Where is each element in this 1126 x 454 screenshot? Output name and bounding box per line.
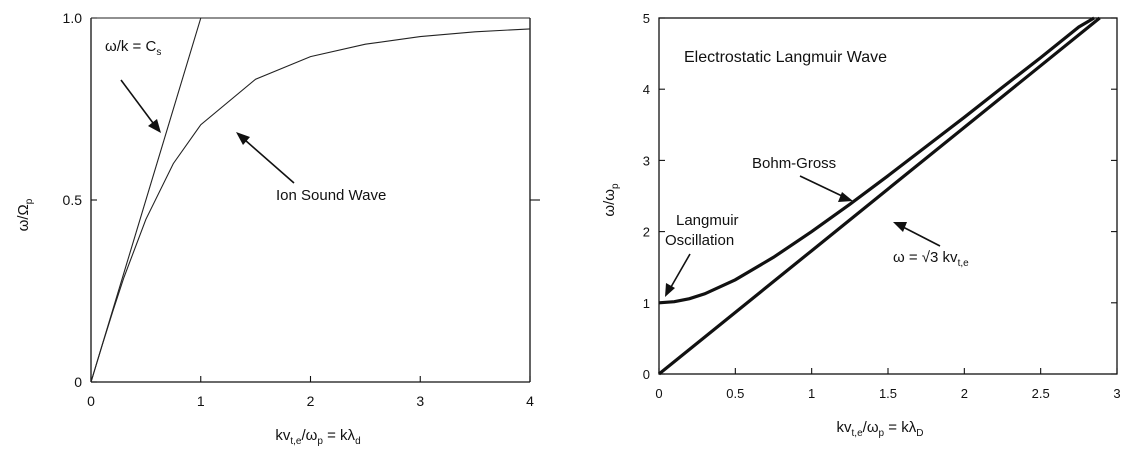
annotation-bohm-gross: Bohm-Gross (752, 155, 836, 172)
arrow-bohm-gross-head (838, 192, 853, 202)
left-x-axis-label: kvt,e/ωp = kλd (275, 427, 360, 447)
right-x-tick-label: 0 (655, 386, 662, 401)
left-x-axis-label-sub3: d (355, 436, 361, 447)
right-y-tick-label: 4 (643, 82, 650, 97)
left-series-line-0 (90, 28, 531, 383)
right-x-axis-label-main: kv (837, 419, 853, 436)
left-y-tick-label: 1.0 (63, 10, 83, 26)
left-x-axis-label-sub2: p (317, 436, 323, 447)
arrow-sqrt3-line-head (893, 222, 907, 232)
right-axis-frame (658, 17, 1118, 375)
annotation-langmuir: Langmuir (676, 212, 739, 229)
annotation-oscillation: Oscillation (665, 232, 734, 249)
left-y-tick-label: 0 (74, 374, 82, 390)
annotation-ion-sound-wave: Ion Sound Wave (276, 187, 386, 204)
left-x-tick-label: 4 (526, 393, 534, 409)
right-y-tick-label: 5 (643, 11, 650, 26)
left-x-tick-label: 0 (87, 393, 95, 409)
left-x-tick-label: 1 (197, 393, 205, 409)
left-y-axis-label: ω/Ωp (15, 198, 35, 231)
arrow-ion-sound-wave-shaft (244, 139, 295, 184)
right-series-line-0 (658, 16, 1095, 305)
left-y-axis-label-main: ω/Ω (15, 204, 32, 231)
annotation-sqrt3-line: ω = √3 kvt,e (893, 249, 969, 269)
right-x-tick-label: 3 (1113, 386, 1120, 401)
right-y-tick-label: 3 (643, 153, 650, 168)
right-x-axis-label-tail: = kλ (884, 419, 917, 436)
left-ticks: 0 1 2 3 4 0 0.5 1.0 (63, 10, 540, 409)
left-x-axis-label-main: kv (275, 427, 291, 444)
right-x-tick-label: 2 (961, 386, 968, 401)
right-x-tick-label: 0.5 (726, 386, 744, 401)
right-y-axis-label-sub: p (610, 183, 621, 189)
arrow-langmuir-oscillation-head (665, 283, 675, 297)
right-x-axis-label: kvt,e/ωp = kλD (837, 419, 924, 439)
right-x-axis-label-mid: /ω (863, 419, 879, 436)
annotation-electrostatic-langmuir-wave: Electrostatic Langmuir Wave (684, 49, 887, 66)
left-x-axis-label-sub1: t,e (290, 436, 302, 447)
right-ticks: 0 0.5 1 1.5 2 2.5 3 0 1 2 3 4 5 (643, 11, 1121, 401)
annotation-sqrt3-line-text: ω = √3 kv (893, 249, 958, 266)
arrow-ion-sound-wave (236, 132, 295, 184)
arrow-sqrt3-line-shaft (902, 226, 941, 247)
left-x-axis-label-tail: = kλ (323, 427, 356, 444)
arrow-langmuir-oscillation-shaft (670, 253, 691, 288)
right-x-tick-label: 1 (808, 386, 815, 401)
right-x-tick-label: 1.5 (879, 386, 897, 401)
annotation-cs-slope-sub: s (156, 47, 161, 58)
left-x-tick-label: 2 (307, 393, 315, 409)
arrow-ion-sound-wave-head (236, 132, 250, 145)
right-x-axis-label-sub1: t,e (852, 428, 864, 439)
left-x-tick-label: 3 (416, 393, 424, 409)
right-x-tick-label: 2.5 (1032, 386, 1050, 401)
left-series (90, 17, 531, 383)
right-y-axis-label-main: ω/ω (601, 189, 618, 217)
right-series (657, 16, 1101, 376)
arrow-bohm-gross-shaft (799, 175, 843, 197)
right-series-line-1 (657, 16, 1101, 376)
right-y-tick-label: 0 (643, 367, 650, 382)
right-x-axis-label-sub3: D (916, 428, 923, 439)
right-x-axis-label-sub2: p (879, 428, 885, 439)
arrow-langmuir-oscillation (665, 253, 691, 297)
annotation-sqrt3-line-sub: t,e (958, 258, 970, 269)
left-y-axis-label-sub: p (24, 198, 35, 204)
arrow-cs-slope-shaft (120, 79, 154, 124)
left-x-axis-label-mid: /ω (302, 427, 318, 444)
right-y-axis-label: ω/ωp (601, 183, 621, 217)
annotation-cs-slope: ω/k = Cs (105, 38, 161, 58)
arrow-sqrt3-line (893, 222, 941, 247)
right-y-tick-label: 1 (643, 296, 650, 311)
annotation-cs-slope-text: ω/k = C (105, 38, 156, 55)
arrow-cs-slope (120, 79, 161, 133)
chart-ion-sound: 0 1 2 3 400.51.0 ω/Ωp kvt,e/ωp = kλd ω/k = C… (15, 10, 540, 447)
arrow-cs-slope-head (148, 119, 161, 133)
right-y-tick-label: 2 (643, 225, 650, 240)
arrow-bohm-gross (799, 175, 853, 202)
left-y-tick-label: 0.5 (63, 192, 83, 208)
left-series-line-1 (90, 17, 202, 383)
